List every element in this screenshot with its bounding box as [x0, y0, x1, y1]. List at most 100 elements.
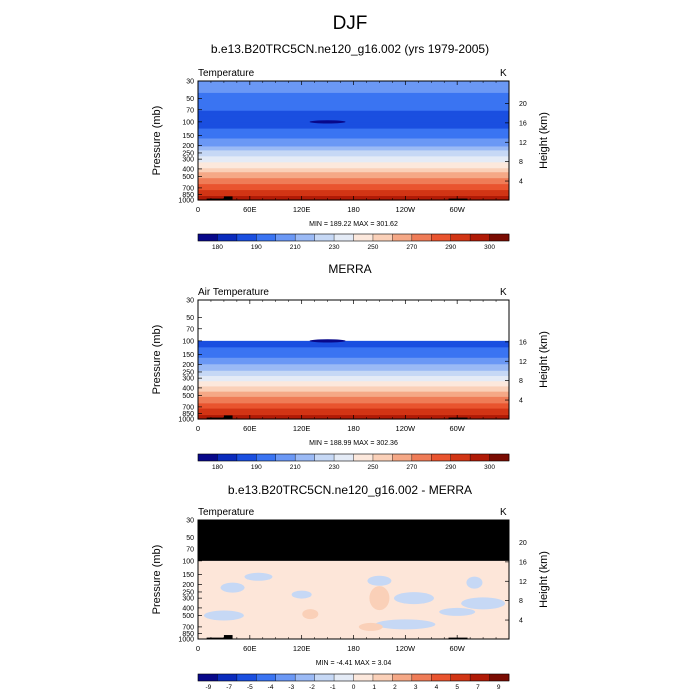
- lon-tick-label: 180: [347, 424, 360, 433]
- negative-anomaly: [466, 576, 483, 589]
- masked-region: [198, 520, 509, 561]
- colorbar-swatch: [295, 234, 315, 241]
- pressure-tick-label: 400: [182, 385, 194, 392]
- height-tick-label: 12: [519, 140, 527, 147]
- pressure-tick-label: 850: [182, 631, 194, 638]
- contour-band: [198, 162, 509, 165]
- colorbar-label: 180: [212, 464, 223, 471]
- pressure-tick-label: 50: [186, 535, 194, 542]
- contour-band: [198, 411, 509, 414]
- lon-tick-label: 180: [347, 205, 360, 214]
- colorbar-label: 290: [445, 464, 456, 471]
- colorbar-swatch: [236, 234, 257, 241]
- contour-band: [198, 108, 509, 112]
- contour-band: [198, 362, 509, 365]
- height-tick-label: 12: [519, 579, 527, 586]
- pressure-tick-label: 150: [182, 572, 194, 579]
- pressure-tick-label: 30: [186, 518, 194, 525]
- height-tick-label: 16: [519, 559, 527, 566]
- pressure-tick-label: 1000: [178, 417, 194, 424]
- pressure-tick-label: 1000: [178, 198, 194, 205]
- panel-units-label: K: [500, 507, 507, 518]
- contour-band: [198, 150, 509, 153]
- contour-band: [198, 346, 509, 348]
- contour-band: [198, 344, 509, 347]
- colorbar-label: 180: [212, 244, 223, 251]
- contour-band: [198, 138, 509, 142]
- colorbar-swatch: [470, 234, 490, 241]
- panel-title: MERRA: [328, 262, 372, 276]
- contour-band: [198, 180, 509, 183]
- colorbar-label: 230: [329, 244, 340, 251]
- colorbar-swatch: [198, 674, 218, 681]
- contour-band: [198, 389, 509, 391]
- colorbar-swatch: [489, 674, 510, 681]
- contour-band: [198, 176, 509, 179]
- pressure-tick-label: 100: [182, 558, 194, 565]
- min-max-label: MIN = 188.99 MAX = 302.36: [309, 440, 398, 447]
- colorbar-swatch: [353, 674, 374, 681]
- pressure-tick-label: 500: [182, 613, 194, 620]
- contour-band: [198, 194, 509, 197]
- lon-tick-label: 120W: [396, 424, 417, 433]
- contour-band: [198, 396, 509, 399]
- pressure-tick-label: 500: [182, 174, 194, 181]
- lon-tick-label: 60E: [243, 424, 256, 433]
- pressure-tick-label: 250: [182, 150, 194, 157]
- lon-tick-label: 60E: [243, 205, 256, 214]
- lon-tick-label: 60W: [449, 205, 465, 214]
- contour-band: [198, 387, 509, 390]
- colorbar-label: 300: [484, 464, 495, 471]
- height-tick-label: 12: [519, 359, 527, 366]
- contour-band: [198, 409, 509, 412]
- contour-band: [198, 366, 509, 369]
- contour-band: [198, 142, 509, 146]
- contour-band: [198, 356, 509, 359]
- colorbar-swatch: [275, 234, 296, 241]
- colorbar-label: -1: [330, 684, 336, 691]
- contour-band: [198, 112, 509, 116]
- panel-variable-label: Temperature: [198, 68, 255, 79]
- lon-tick-label: 180: [347, 644, 360, 653]
- colorbar-swatch: [450, 234, 471, 241]
- contour-band: [198, 343, 509, 346]
- contour-band: [198, 182, 509, 185]
- colorbar-label: 190: [251, 464, 262, 471]
- contour-band: [198, 170, 509, 173]
- y2-axis-title: Height (km): [538, 551, 550, 608]
- colorbar-swatch: [392, 454, 413, 461]
- pressure-tick-label: 700: [182, 185, 194, 192]
- contour-band: [198, 188, 509, 191]
- contour-band: [198, 140, 509, 144]
- contour-band: [198, 395, 509, 398]
- colorbar-label: 270: [406, 464, 417, 471]
- colorbar-swatch: [198, 454, 218, 461]
- contour-band: [198, 390, 509, 393]
- contour-band: [198, 118, 509, 122]
- contour-band: [198, 405, 509, 408]
- pressure-tick-label: 250: [182, 589, 194, 596]
- colorbar-swatch: [334, 234, 354, 241]
- contour-band: [198, 100, 509, 104]
- lon-tick-label: 60E: [243, 644, 256, 653]
- colorbar-label: 7: [476, 684, 480, 691]
- colorbar-swatch: [256, 454, 277, 461]
- colorbar-swatch: [314, 234, 335, 241]
- pressure-tick-label: 200: [182, 582, 194, 589]
- contour-band: [198, 381, 509, 384]
- colorbar-swatch: [392, 234, 413, 241]
- contour-band: [198, 402, 509, 404]
- lon-tick-label: 120E: [293, 205, 311, 214]
- contour-band: [198, 116, 509, 120]
- colorbar-swatch: [236, 674, 257, 681]
- y2-axis-title: Height (km): [538, 331, 550, 388]
- contour-band: [198, 104, 509, 108]
- contour-band: [198, 398, 509, 401]
- contour-band: [198, 385, 509, 388]
- colorbar-swatch: [489, 454, 510, 461]
- panel-title: b.e13.B20TRC5CN.ne120_g16.002 (yrs 1979-…: [210, 42, 490, 56]
- colorbar-swatch: [431, 674, 451, 681]
- colorbar-swatch: [256, 674, 277, 681]
- contour-band: [198, 96, 509, 100]
